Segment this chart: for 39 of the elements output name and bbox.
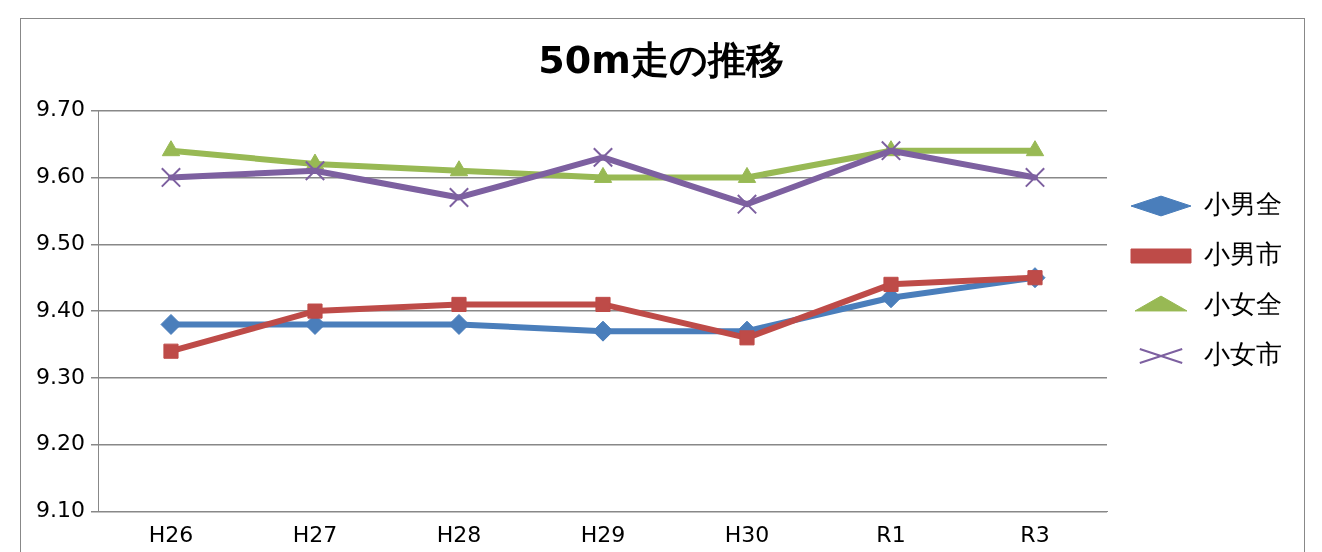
point (739, 330, 755, 346)
x-tick-label: H30 (724, 521, 770, 547)
point (736, 193, 758, 215)
legend-label: 小男全 (1204, 188, 1282, 219)
point (160, 167, 182, 188)
legend-label: 小男市 (1204, 238, 1282, 269)
point (307, 303, 323, 319)
x-tick-label: R3 (1020, 521, 1050, 547)
point (160, 313, 182, 335)
legend-label: 小女全 (1204, 288, 1282, 319)
point (161, 140, 181, 157)
point (448, 313, 470, 335)
legend-label: 小女市 (1204, 338, 1282, 369)
point (449, 160, 469, 177)
y-tick-label: 9.60 (36, 163, 85, 189)
y-tick-label: 9.50 (36, 229, 85, 255)
y-tick-label: 9.40 (36, 296, 85, 322)
point (592, 147, 614, 168)
x-tick-label: R1 (876, 521, 906, 547)
point (304, 160, 326, 181)
point (593, 166, 613, 183)
point (1025, 140, 1045, 157)
x-tick-label: H27 (292, 521, 338, 547)
y-tick-label: 9.10 (36, 497, 85, 523)
point (448, 187, 470, 208)
point (451, 296, 467, 312)
x-tick-label: H26 (148, 521, 194, 547)
point (883, 276, 899, 292)
chart-title: 50m走の推移 (538, 37, 784, 82)
y-tick-label: 9.70 (36, 96, 85, 122)
x-tick-label: H28 (436, 521, 482, 547)
point (163, 343, 179, 359)
point (737, 166, 757, 183)
point (595, 296, 611, 312)
y-tick-label: 9.20 (36, 430, 85, 456)
y-tick-label: 9.30 (36, 363, 85, 389)
point (1024, 167, 1046, 188)
x-tick-label: H29 (580, 521, 626, 547)
point (592, 320, 614, 342)
